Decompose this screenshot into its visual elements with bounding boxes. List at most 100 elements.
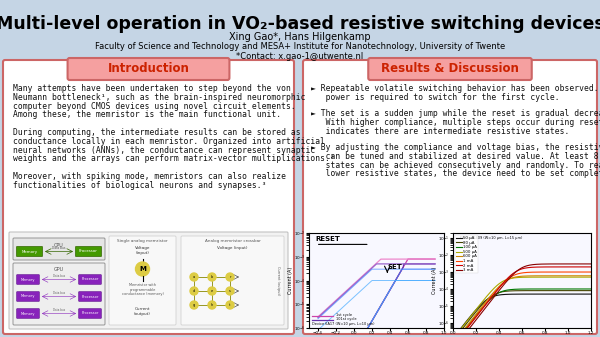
FancyBboxPatch shape xyxy=(181,236,284,325)
Text: GPU: GPU xyxy=(54,267,64,272)
Circle shape xyxy=(208,301,216,309)
Text: s: s xyxy=(229,289,231,293)
500 μA xyxy=(532,275,539,279)
50 μA xyxy=(566,292,573,296)
600 μA xyxy=(534,274,541,278)
Text: Data bus: Data bus xyxy=(52,246,66,250)
Text: Processor: Processor xyxy=(82,311,98,315)
Circle shape xyxy=(136,262,149,276)
Circle shape xyxy=(208,273,216,281)
FancyBboxPatch shape xyxy=(13,263,105,325)
Text: With higher compliance, multiple steps occur during reset, which: With higher compliance, multiple steps o… xyxy=(311,118,600,127)
80 μA xyxy=(532,288,539,293)
Text: g: g xyxy=(193,303,195,307)
Text: e: e xyxy=(211,289,213,293)
Line: 600 μA: 600 μA xyxy=(453,276,591,337)
Line: 1 mA: 1 mA xyxy=(453,272,591,337)
FancyBboxPatch shape xyxy=(368,58,532,80)
Text: CPU: CPU xyxy=(54,243,64,248)
80 μA xyxy=(534,288,541,293)
Text: Neumann bottleneck¹, such as the brain-inspired neuromorphic: Neumann bottleneck¹, such as the brain-i… xyxy=(13,93,305,102)
3 mA xyxy=(534,262,541,266)
Y-axis label: Current (A): Current (A) xyxy=(288,267,293,294)
Text: Data bus: Data bus xyxy=(53,274,65,278)
Circle shape xyxy=(226,301,234,309)
Text: Current
(output): Current (output) xyxy=(134,307,151,316)
FancyBboxPatch shape xyxy=(3,60,294,334)
Text: r: r xyxy=(229,275,231,279)
FancyBboxPatch shape xyxy=(109,236,176,325)
FancyBboxPatch shape xyxy=(17,275,40,284)
Line: 50 μA: 50 μA xyxy=(453,294,591,337)
Text: functionalities of biological neurons and synapses.³: functionalities of biological neurons an… xyxy=(13,181,266,190)
Text: Voltage
(input): Voltage (input) xyxy=(135,246,150,254)
FancyBboxPatch shape xyxy=(76,246,101,256)
Text: Single analog memristor: Single analog memristor xyxy=(117,239,168,243)
Text: Memory: Memory xyxy=(21,295,35,299)
Text: Device 6A17 (W=10 μm, L=10 μm): Device 6A17 (W=10 μm, L=10 μm) xyxy=(312,322,374,326)
500 μA xyxy=(587,275,595,279)
Text: weights and the arrays can perform matrix-vector multiplications.²: weights and the arrays can perform matri… xyxy=(13,154,335,163)
3 mA xyxy=(566,262,573,266)
2 mA xyxy=(587,265,595,269)
50 μA xyxy=(534,292,541,296)
1 mA xyxy=(587,270,595,274)
50 μA xyxy=(450,336,457,337)
Circle shape xyxy=(208,287,216,295)
Text: Memory: Memory xyxy=(21,311,35,315)
600 μA xyxy=(532,274,539,278)
FancyBboxPatch shape xyxy=(17,309,40,318)
80 μA xyxy=(587,288,595,293)
Text: *Contact: x.gao-1@utwente.nl: *Contact: x.gao-1@utwente.nl xyxy=(236,52,364,61)
FancyBboxPatch shape xyxy=(303,60,597,334)
Text: Faculty of Science and Technology and MESA+ Institute for Nanotechnology, Univer: Faculty of Science and Technology and ME… xyxy=(95,42,505,51)
Text: During computing, the intermediate results can be stored as: During computing, the intermediate resul… xyxy=(13,128,301,137)
Text: lower resistive states, the device need to be set completely.: lower resistive states, the device need … xyxy=(311,169,600,178)
Text: Analog memristor crossbar: Analog memristor crossbar xyxy=(205,239,260,243)
Text: Among these, the memristor is the main functional unit.: Among these, the memristor is the main f… xyxy=(13,111,281,119)
50 μA xyxy=(587,292,595,296)
1 mA xyxy=(531,270,538,274)
Text: ► The set is a sudden jump while the reset is gradual decrease.: ► The set is a sudden jump while the res… xyxy=(311,110,600,119)
Line: 3 mA: 3 mA xyxy=(453,264,591,337)
Text: Memory: Memory xyxy=(22,249,37,253)
Text: ► By adjusting the compliance and voltage bias, the resistive states: ► By adjusting the compliance and voltag… xyxy=(311,144,600,153)
Text: Moreover, with spiking mode, memristors can also realize: Moreover, with spiking mode, memristors … xyxy=(13,172,286,181)
2 mA xyxy=(532,265,539,269)
Text: Memristor with
programmable
conductance (memory): Memristor with programmable conductance … xyxy=(122,283,163,296)
500 μA xyxy=(450,336,457,337)
Text: Many attempts have been undertaken to step beyond the von: Many attempts have been undertaken to st… xyxy=(13,84,291,93)
Text: Processor: Processor xyxy=(82,295,98,299)
Text: h: h xyxy=(211,303,213,307)
2 mA xyxy=(534,265,541,269)
FancyBboxPatch shape xyxy=(79,309,101,318)
Text: RESET: RESET xyxy=(316,236,341,242)
1 mA xyxy=(534,270,541,274)
100 μA xyxy=(574,287,581,291)
100 μA xyxy=(566,287,573,291)
Text: Data bus: Data bus xyxy=(53,291,65,295)
Text: Memory: Memory xyxy=(21,277,35,281)
500 μA xyxy=(574,275,581,279)
FancyBboxPatch shape xyxy=(9,232,288,329)
Text: power is required to switch for the first cycle.: power is required to switch for the firs… xyxy=(311,92,560,101)
FancyBboxPatch shape xyxy=(79,275,101,284)
Circle shape xyxy=(190,273,198,281)
Text: 1st cycle: 1st cycle xyxy=(336,313,352,316)
FancyBboxPatch shape xyxy=(17,292,40,301)
Line: 80 μA: 80 μA xyxy=(453,290,591,337)
3 mA xyxy=(531,263,538,267)
Text: Processor: Processor xyxy=(79,249,98,253)
600 μA xyxy=(566,274,573,278)
600 μA xyxy=(587,274,595,278)
1 mA xyxy=(566,270,573,274)
600 μA xyxy=(574,274,581,278)
Legend: 50 μA, 80 μA, 100 μA, 500 μA, 600 μA, 1 mA, 2 mA, 3 mA: 50 μA, 80 μA, 100 μA, 500 μA, 600 μA, 1 … xyxy=(455,235,478,273)
50 μA xyxy=(531,292,538,296)
Text: ► Repeatable volatile switching behavior has been observed. More: ► Repeatable volatile switching behavior… xyxy=(311,84,600,93)
2 mA xyxy=(574,265,581,269)
Text: indicates there are intermediate resistive states.: indicates there are intermediate resisti… xyxy=(311,126,569,135)
Text: can be tuned and stabilized at desired value. At least 8 different: can be tuned and stabilized at desired v… xyxy=(311,152,600,161)
Line: 100 μA: 100 μA xyxy=(453,289,591,337)
Text: a: a xyxy=(193,275,195,279)
